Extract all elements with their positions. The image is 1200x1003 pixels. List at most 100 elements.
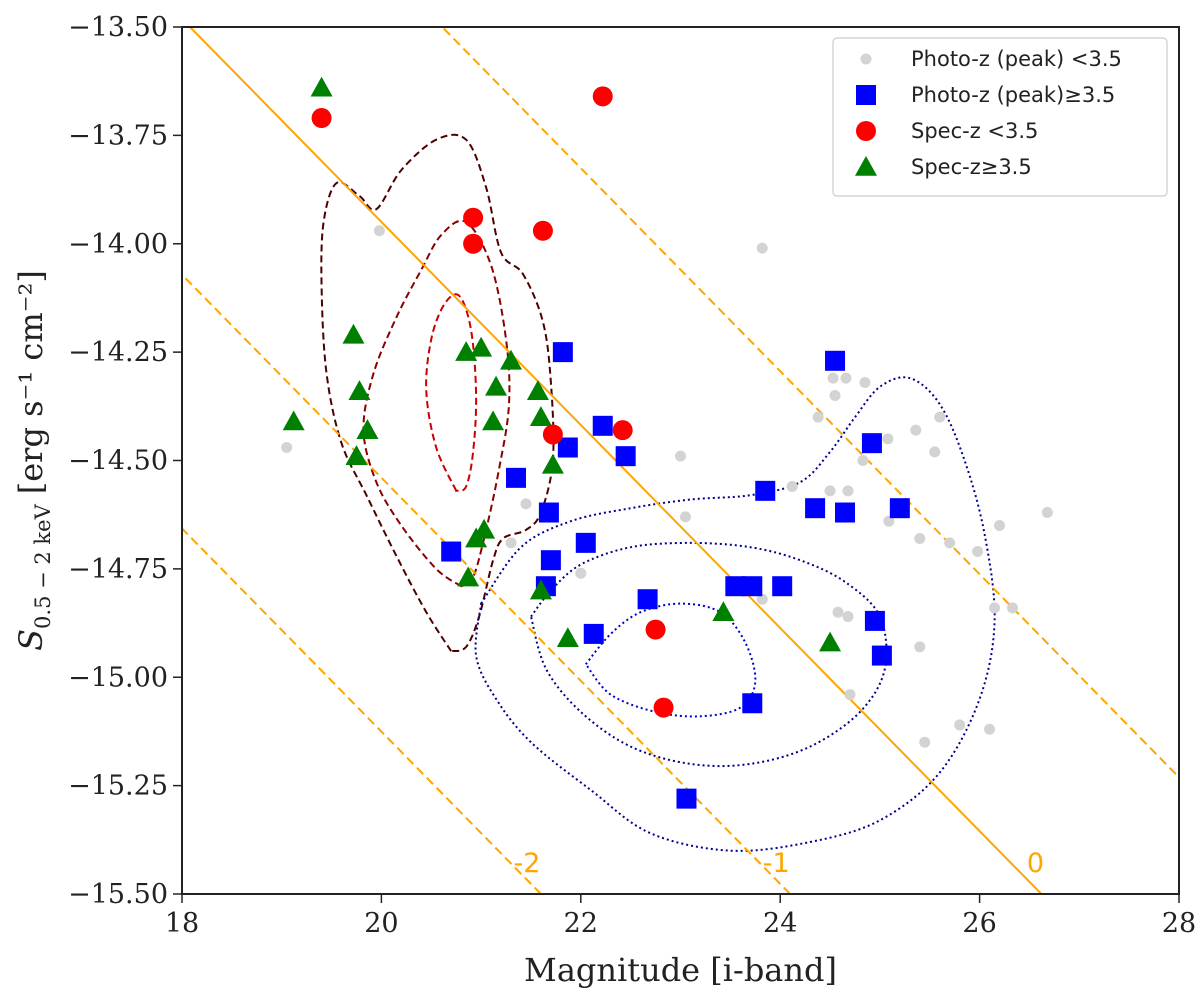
photo-z-low-point (786, 481, 798, 493)
y-tick-label: −15.00 (68, 662, 168, 693)
x-tick-label: 26 (962, 908, 996, 939)
photo-z-high-point (805, 498, 826, 519)
photo-z-high-point (592, 415, 613, 436)
spec-z-low-point (653, 697, 674, 718)
y-axis-label-base: S (12, 629, 50, 651)
x-tick-label: 28 (1162, 908, 1196, 939)
spec-z-contour (362, 219, 511, 588)
photo-z-low-point (281, 441, 293, 453)
photo-z-low-point (857, 455, 869, 466)
photo-z-low-point (934, 411, 946, 423)
legend-marker (856, 121, 876, 141)
photo-z-low-point (756, 593, 768, 605)
photo-z-low-point (929, 446, 941, 458)
axis-ticks: 18 20 22 24 26 28 −13.50 −13.75 −14.00 −14.25 −14.… (68, 12, 1196, 939)
legend-entry: Spec-z≥3.5 (911, 155, 1032, 179)
photo-z-high-point (505, 467, 526, 488)
photo-z-high-point (575, 532, 596, 553)
spec-z-high-point (473, 518, 496, 539)
x-tick-label: 24 (763, 908, 797, 939)
reference-line-label: -2 (513, 848, 540, 879)
spec-z-high-point (529, 406, 552, 426)
photo-z-high-point (742, 576, 763, 597)
photo-z-high-point (552, 342, 573, 363)
legend-marker (856, 85, 876, 105)
spec-z-high-point (345, 445, 368, 465)
photo-z-high-point (835, 502, 856, 523)
spec-z-low-point (592, 86, 613, 107)
photo-z-low-point (824, 485, 836, 497)
y-axis-label: S0.5 − 2 keV [erg s⁻¹ cm⁻²] (12, 270, 55, 651)
photo-z-low-point (984, 723, 996, 735)
photo-z-low-point (954, 719, 966, 731)
y-tick-label: −13.50 (68, 12, 168, 43)
spec-z-high-point (819, 631, 842, 652)
reference-line (182, 527, 542, 894)
legend: Photo-z (peak) <3.5 Photo-z (peak)≥3.5 Spe… (832, 37, 1168, 197)
photo-z-high-point (742, 693, 763, 714)
spec-z-high-point (526, 380, 549, 400)
photo-z-high-point (864, 610, 885, 631)
legend-entry: Photo-z (peak) <3.5 (911, 47, 1122, 71)
photo-z-high-point (615, 446, 636, 467)
photo-z-low-point (859, 376, 871, 388)
legend-entry: Photo-z (peak)≥3.5 (911, 83, 1115, 107)
photo-z-low-point (989, 602, 1001, 614)
spec-z-high-point (356, 419, 379, 439)
photo-z-high-point (825, 350, 846, 371)
y-axis-label-sub: 0.5 − 2 keV (31, 503, 55, 629)
spec-z-high-point (529, 579, 552, 600)
spec-z-high-point (556, 627, 579, 648)
x-axis-label: Magnitude [i-band] (524, 951, 837, 989)
spec-z-low-point (645, 619, 666, 640)
spec-z-low-point (463, 207, 484, 228)
legend-marker (855, 156, 877, 176)
y-tick-label: −13.75 (68, 120, 168, 151)
photo-z-low-point (827, 372, 839, 384)
photo-z-low-point (1041, 507, 1053, 519)
photo-z-high-point (676, 788, 697, 809)
spec-z-high-point (310, 76, 333, 97)
photo-z-contour (474, 376, 996, 852)
spec-z-high-point (470, 336, 493, 357)
spec-z-high-point (342, 323, 365, 344)
photo-z-contour (584, 602, 757, 718)
spec-z-contour (320, 133, 555, 653)
legend-marker (860, 53, 872, 65)
photo-z-high-point (772, 576, 793, 597)
photo-z-high-point (755, 480, 776, 501)
photo-z-low-point (944, 537, 956, 549)
y-tick-label: −14.00 (68, 229, 168, 260)
photo-z-low-point (505, 537, 517, 549)
photo-z-low-point (520, 498, 532, 510)
photo-z-high-point (583, 623, 604, 644)
spec-z-high-point (457, 566, 480, 587)
spec-z-low-point (311, 108, 332, 129)
photo-z-low-point (679, 511, 691, 523)
photo-z-high-point (557, 437, 578, 458)
density-contours (320, 133, 996, 852)
photo-z-low-point (373, 225, 385, 237)
spec-z-high-point (348, 380, 371, 400)
y-tick-label: −14.75 (68, 554, 168, 585)
photo-z-high-point (540, 550, 561, 571)
y-tick-label: −14.25 (68, 337, 168, 368)
legend-entry: Spec-z <3.5 (911, 119, 1038, 143)
photo-z-high-point (637, 589, 658, 610)
y-tick-label: −15.50 (68, 879, 168, 910)
spec-z-high-point (712, 601, 735, 622)
spec-z-low-point (532, 220, 553, 241)
photo-z-low-point (675, 450, 686, 462)
photo-z-contour (529, 541, 888, 768)
spec-z-high-point (282, 410, 305, 431)
photo-z-low-point (812, 411, 824, 423)
y-tick-label: −14.50 (68, 446, 168, 477)
legend-box (832, 37, 1168, 197)
photo-z-low-point (575, 567, 587, 579)
photo-z-high-point (861, 433, 882, 454)
photo-z-low-point (882, 433, 894, 445)
photo-z-low-point (842, 611, 854, 623)
photo-z-low-point (994, 520, 1006, 532)
photo-z-low-point (756, 242, 768, 254)
